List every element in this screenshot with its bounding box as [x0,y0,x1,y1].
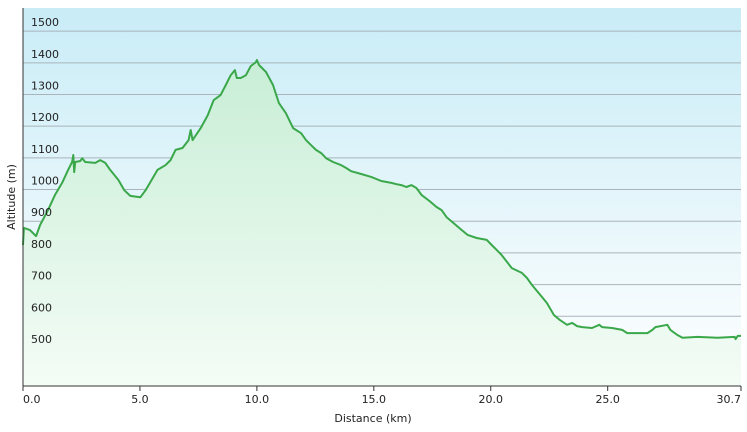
y-tick-label: 1000 [31,175,59,188]
y-tick-label: 700 [31,270,52,283]
x-tick-label: 30.7 [717,393,742,406]
x-tick-label: 0.0 [23,393,41,406]
y-tick-label: 800 [31,238,52,251]
y-axis-label: Altitude (m) [5,164,18,230]
y-tick-label: 600 [31,301,52,314]
y-tick-label: 1500 [31,16,59,29]
x-tick-label: 5.0 [131,393,149,406]
x-tick-label: 10.0 [245,393,270,406]
area-fill [23,60,741,386]
y-tick-label: 1300 [31,79,59,92]
x-tick-label: 20.0 [479,393,504,406]
y-tick-label: 1200 [31,111,59,124]
y-tick-label: 500 [31,333,52,346]
elevation-line [22,59,741,341]
y-tick-label: 1100 [31,143,59,156]
y-tick-label: 1400 [31,48,59,61]
y-tick-label: 900 [31,206,52,219]
x-tick-label: 15.0 [362,393,387,406]
x-axis-label: Distance (km) [334,412,411,425]
x-tick-label: 25.0 [595,393,620,406]
